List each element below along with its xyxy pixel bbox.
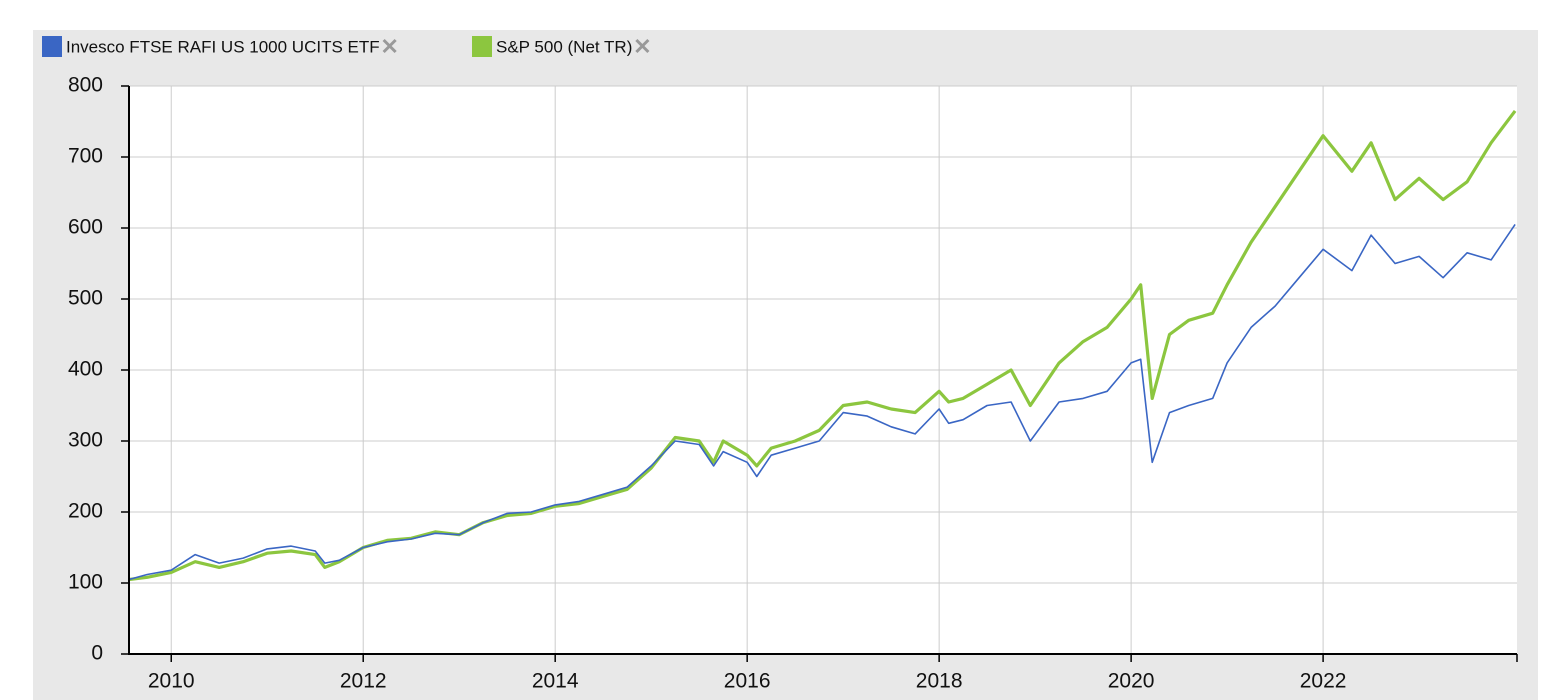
x-tick-label: 2010 — [148, 670, 195, 693]
legend-remove-button[interactable] — [635, 38, 650, 54]
legend-swatch — [472, 36, 492, 57]
y-tick-label: 0 — [91, 642, 103, 665]
axes: 0 100 200 300 400 500 600 700 800 2010 2012 2014 201… — [68, 74, 1518, 693]
x-tick-label: 2018 — [916, 670, 963, 693]
y-tick-label: 200 — [68, 500, 103, 523]
y-tick-label: 100 — [68, 571, 103, 594]
x-tick-label: 2012 — [340, 670, 387, 693]
y-tick-label: 800 — [68, 74, 103, 97]
y-tick-label: 300 — [68, 429, 103, 452]
y-tick-label: 500 — [68, 287, 103, 310]
remove-icon — [635, 38, 650, 54]
y-tick-label: 400 — [68, 358, 103, 381]
series-line — [128, 223, 1516, 581]
x-tick-label: 2022 — [1300, 670, 1347, 693]
x-tick-label: 2014 — [532, 670, 579, 693]
legend-label: Invesco FTSE RAFI US 1000 UCITS ETF — [66, 37, 380, 56]
remove-icon — [382, 38, 397, 54]
x-tick-label: 2020 — [1108, 670, 1155, 693]
legend-remove-button[interactable] — [382, 38, 397, 54]
x-tick-label: 2016 — [724, 670, 771, 693]
grid — [129, 85, 1517, 655]
y-tick-label: 600 — [68, 216, 103, 239]
lines — [128, 109, 1517, 582]
legend: Invesco FTSE RAFI US 1000 UCITS ETF S&P 5… — [42, 36, 650, 57]
legend-label: S&P 500 (Net TR) — [496, 37, 632, 56]
legend-swatch — [42, 36, 62, 57]
y-tick-label: 700 — [68, 145, 103, 168]
